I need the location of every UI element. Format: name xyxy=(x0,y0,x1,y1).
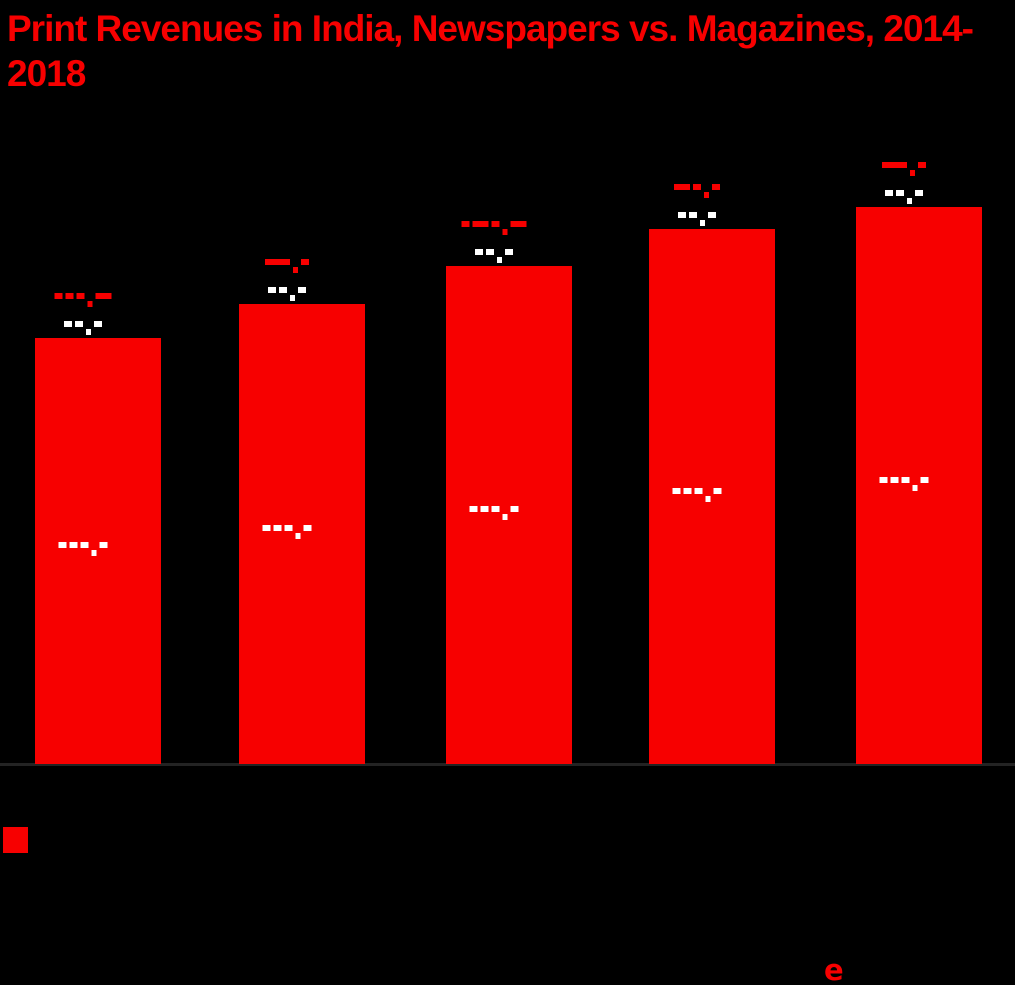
masked-digit-dash xyxy=(64,321,72,327)
value-label-inside-bar xyxy=(672,488,722,502)
masked-digit-dash xyxy=(69,542,78,548)
masked-digit-dash xyxy=(54,293,63,299)
bar-2014 xyxy=(35,338,161,764)
masked-digit-dash xyxy=(491,221,500,227)
legend-swatch-newspapers xyxy=(3,827,28,853)
masked-digit-dash xyxy=(689,212,697,218)
masked-digit-dash xyxy=(901,477,910,483)
bar-2016 xyxy=(446,266,572,764)
masked-digit-dash xyxy=(76,293,85,299)
value-label-above-red xyxy=(882,162,926,176)
value-label-above-white xyxy=(678,212,716,226)
masked-digit-dash xyxy=(683,488,692,494)
masked-digit-dash xyxy=(469,506,478,512)
masked-digit-dash xyxy=(879,477,888,483)
masked-digit-dash xyxy=(475,249,483,255)
masked-digit-dash xyxy=(491,506,500,512)
masked-digit-dash xyxy=(75,321,83,327)
emarketer-logo-e-icon: e xyxy=(824,953,844,985)
masked-decimal-point xyxy=(502,229,508,235)
masked-digit-dash xyxy=(303,525,312,531)
bar-2017 xyxy=(649,229,775,764)
masked-digit-dash xyxy=(80,542,89,548)
masked-digit-dash xyxy=(461,221,470,227)
masked-digit-dash xyxy=(262,525,271,531)
masked-digit-dash xyxy=(708,212,716,218)
masked-digit-dash xyxy=(268,287,276,293)
bar-2018 xyxy=(856,207,982,764)
masked-decimal-point xyxy=(704,192,709,198)
masked-digit-dash xyxy=(99,542,108,548)
masked-decimal-point xyxy=(91,550,97,556)
masked-digit-dash xyxy=(510,221,527,227)
masked-digit-dash xyxy=(915,190,923,196)
masked-digit-dash xyxy=(472,221,489,227)
masked-digit-dash xyxy=(672,488,681,494)
bar-2015 xyxy=(239,304,365,764)
masked-decimal-point xyxy=(700,220,705,226)
masked-digit-dash xyxy=(298,287,306,293)
masked-digit-dash xyxy=(920,477,929,483)
value-label-above-red xyxy=(265,259,309,273)
masked-decimal-point xyxy=(502,514,508,520)
value-label-above-white xyxy=(268,287,306,301)
masked-digit-dash xyxy=(480,506,489,512)
masked-digit-dash xyxy=(678,212,686,218)
value-label-above-white xyxy=(475,249,513,263)
masked-decimal-point xyxy=(293,267,298,273)
masked-digit-dash xyxy=(505,249,513,255)
masked-decimal-point xyxy=(910,170,915,176)
masked-digit-dash xyxy=(693,184,701,190)
masked-digit-dash xyxy=(713,488,722,494)
masked-digit-dash xyxy=(918,162,926,168)
masked-digit-dash xyxy=(674,184,690,190)
value-label-inside-bar xyxy=(262,525,312,539)
masked-decimal-point xyxy=(290,295,295,301)
value-label-inside-bar xyxy=(879,477,929,491)
masked-digit-dash xyxy=(896,190,904,196)
value-label-above-red xyxy=(461,221,527,235)
masked-digit-dash xyxy=(712,184,720,190)
masked-decimal-point xyxy=(705,496,711,502)
value-label-above-red xyxy=(54,293,112,307)
masked-digit-dash xyxy=(882,162,907,168)
masked-decimal-point xyxy=(912,485,918,491)
value-label-above-red xyxy=(674,184,720,198)
chart-title: Print Revenues in India, Newspapers vs. … xyxy=(7,8,974,95)
masked-digit-dash xyxy=(694,488,703,494)
masked-digit-dash xyxy=(65,293,74,299)
x-axis-baseline xyxy=(0,763,1015,766)
masked-digit-dash xyxy=(94,321,102,327)
masked-decimal-point xyxy=(497,257,502,263)
masked-digit-dash xyxy=(58,542,67,548)
masked-decimal-point xyxy=(87,301,93,307)
masked-decimal-point xyxy=(295,533,301,539)
masked-digit-dash xyxy=(486,249,494,255)
value-label-above-white xyxy=(885,190,923,204)
masked-digit-dash xyxy=(510,506,519,512)
masked-digit-dash xyxy=(279,287,287,293)
value-label-inside-bar xyxy=(469,506,519,520)
masked-digit-dash xyxy=(284,525,293,531)
masked-digit-dash xyxy=(265,259,290,265)
masked-digit-dash xyxy=(890,477,899,483)
masked-digit-dash xyxy=(95,293,112,299)
masked-decimal-point xyxy=(86,329,91,335)
masked-digit-dash xyxy=(885,190,893,196)
value-label-inside-bar xyxy=(58,542,108,556)
value-label-above-white xyxy=(64,321,102,335)
masked-digit-dash xyxy=(301,259,309,265)
masked-decimal-point xyxy=(907,198,912,204)
masked-digit-dash xyxy=(273,525,282,531)
